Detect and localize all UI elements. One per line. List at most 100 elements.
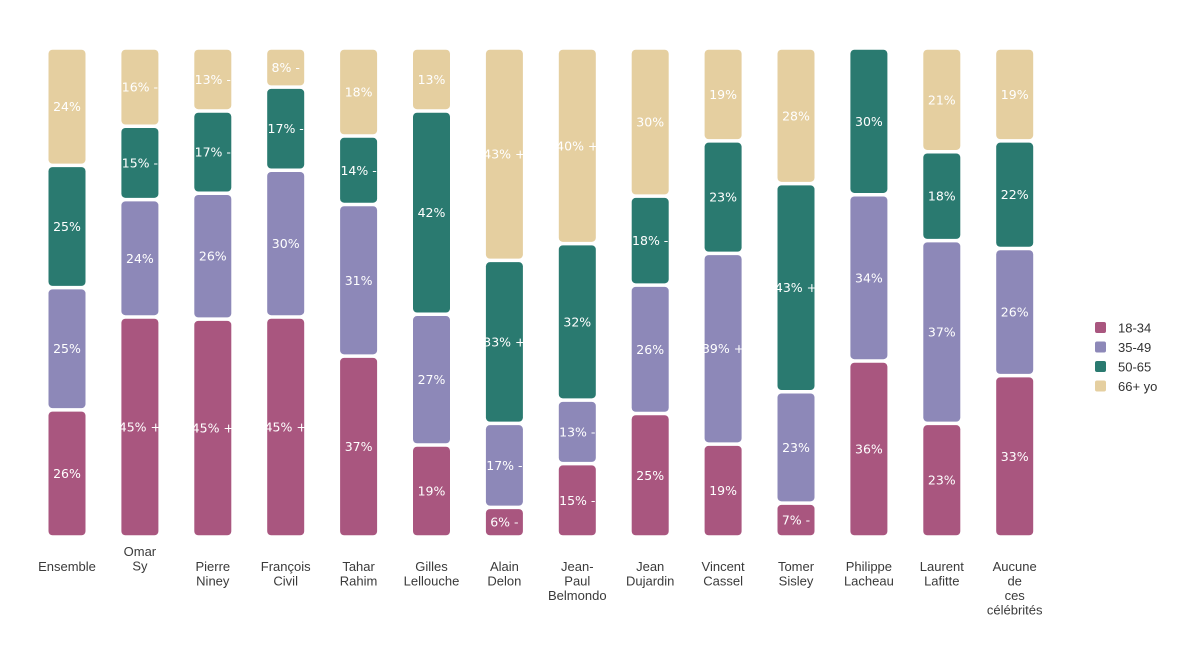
bar-segment-66-yo-9 xyxy=(704,49,742,140)
bar-segment-50-65-7 xyxy=(558,245,596,399)
category-label: François Civil xyxy=(261,559,311,589)
category-label: Tomer Sisley xyxy=(778,559,815,589)
category-label: Tahar Rahim xyxy=(340,559,378,589)
legend-swatch xyxy=(1095,361,1106,372)
category-label: Jean-Paul Belmondo xyxy=(548,559,607,603)
category-label: Jean Dujardin xyxy=(626,559,674,589)
bar-value-label: 26% xyxy=(1001,305,1029,320)
bar-segment-18-34-2 xyxy=(194,320,232,536)
bar-segment-35-49-7 xyxy=(558,401,596,462)
bar-value-label: 43% + xyxy=(775,280,817,295)
bar-value-label: 22% xyxy=(1001,187,1029,202)
legend-swatch xyxy=(1095,322,1106,333)
bar-segment-66-yo-0 xyxy=(48,49,86,164)
bar-value-label: 21% xyxy=(928,92,956,107)
bar-value-label: 15% - xyxy=(559,493,595,508)
bar-segment-35-49-11 xyxy=(850,196,888,360)
bar-value-label: 32% xyxy=(563,314,591,329)
bar-value-label: 33% xyxy=(1001,449,1029,464)
bar-segment-50-65-2 xyxy=(194,112,232,192)
bar-value-label: 7% - xyxy=(782,513,810,528)
bar-segment-18-34-1 xyxy=(121,318,159,536)
bar-segment-18-34-8 xyxy=(631,415,669,536)
bar-value-label: 19% xyxy=(709,87,737,102)
category-label: Alain Delon xyxy=(487,559,521,589)
bar-segment-66-yo-8 xyxy=(631,49,669,195)
bar-segment-66-yo-12 xyxy=(923,49,961,150)
bar-value-label: 30% xyxy=(272,236,300,251)
bar-value-label: 24% xyxy=(53,99,81,114)
bar-segment-66-yo-4 xyxy=(340,49,378,135)
bar-segment-18-34-13 xyxy=(996,377,1034,536)
bar-value-label: 23% xyxy=(928,473,956,488)
bar-value-label: 40% + xyxy=(556,138,598,153)
bar-segment-35-49-10 xyxy=(777,393,815,502)
bar-segment-18-34-3 xyxy=(267,318,305,536)
bar-segment-66-yo-13 xyxy=(996,49,1034,140)
bar-value-label: 18% xyxy=(928,189,956,204)
bar-value-label: 19% xyxy=(418,484,446,499)
bar-segment-35-49-2 xyxy=(194,194,232,318)
bar-value-label: 28% xyxy=(782,108,810,123)
category-label: Philippe Lacheau xyxy=(844,559,894,589)
bar-value-label: 17% - xyxy=(195,145,231,160)
bar-segment-35-49-5 xyxy=(413,316,450,444)
bar-segment-35-49-0 xyxy=(48,289,86,409)
bar-segment-50-65-8 xyxy=(631,197,669,284)
bar-segment-66-yo-6 xyxy=(485,49,523,259)
bar-value-label: 13% - xyxy=(559,424,595,439)
bar-segment-50-65-4 xyxy=(340,137,378,203)
bar-segment-50-65-5 xyxy=(413,112,450,313)
bar-value-label: 14% - xyxy=(340,163,376,178)
bar-value-label: 23% xyxy=(709,190,737,205)
bar-value-label: 16% - xyxy=(122,80,158,95)
bar-segment-66-yo-10 xyxy=(777,49,815,182)
bar-segment-35-49-6 xyxy=(485,425,523,506)
bar-segment-50-65-9 xyxy=(704,142,742,252)
bar-segment-66-yo-5 xyxy=(413,49,450,110)
bar-value-label: 13% xyxy=(418,72,446,87)
category-label: Laurent Lafitte xyxy=(920,559,964,589)
bar-segment-50-65-11 xyxy=(850,49,888,193)
bar-value-label: 45% + xyxy=(192,421,234,436)
bar-segment-35-49-1 xyxy=(121,201,159,316)
bar-value-label: 17% - xyxy=(486,458,522,473)
bar-segment-50-65-13 xyxy=(996,142,1034,247)
bar-segment-18-34-10 xyxy=(777,504,815,536)
bar-value-label: 19% xyxy=(1001,87,1029,102)
legend-swatch xyxy=(1095,380,1106,392)
bar-segment-66-yo-3 xyxy=(267,49,305,86)
bar-segment-66-yo-7 xyxy=(558,49,596,242)
category-label: Ensemble xyxy=(38,559,96,574)
bar-segment-18-34-11 xyxy=(850,362,888,536)
bar-value-label: 36% xyxy=(855,441,883,456)
category-label: Gilles Lellouche xyxy=(404,559,460,589)
bar-segment-66-yo-2 xyxy=(194,49,232,110)
bar-value-label: 18% xyxy=(345,85,373,100)
bar-segment-50-65-3 xyxy=(267,88,305,169)
bar-value-label: 43% + xyxy=(483,147,525,162)
bar-value-label: 26% xyxy=(53,466,81,481)
bar-value-label: 13% - xyxy=(195,72,231,87)
category-label: Omar Sy xyxy=(124,544,157,574)
bar-segment-18-34-0 xyxy=(48,411,86,536)
bar-segment-66-yo-1 xyxy=(121,49,159,125)
bar-value-label: 31% xyxy=(345,273,373,288)
bar-value-label: 19% xyxy=(709,483,737,498)
bar-segment-35-49-9 xyxy=(704,255,742,443)
bar-value-label: 25% xyxy=(53,219,81,234)
bar-segment-50-65-0 xyxy=(48,167,86,286)
bar-value-label: 45% + xyxy=(265,419,307,434)
bar-segment-50-65-10 xyxy=(777,185,815,391)
legend-label: 66+ yo xyxy=(1118,379,1157,394)
bar-value-label: 26% xyxy=(636,342,664,357)
bar-segment-18-34-5 xyxy=(413,446,450,536)
bar-segment-35-49-13 xyxy=(996,250,1034,374)
bar-value-label: 18% - xyxy=(632,233,668,248)
bars-group: 26% 25% 25% 24% 45% + 24% 15% - 16% - 45% + 26% 17… xyxy=(48,49,1034,536)
category-label: Aucune de ces célébrités xyxy=(987,559,1043,618)
bar-segment-18-34-12 xyxy=(923,425,961,536)
bar-value-label: 25% xyxy=(636,468,664,483)
bar-value-label: 6% - xyxy=(490,515,518,530)
bar-value-label: 30% xyxy=(855,114,883,129)
